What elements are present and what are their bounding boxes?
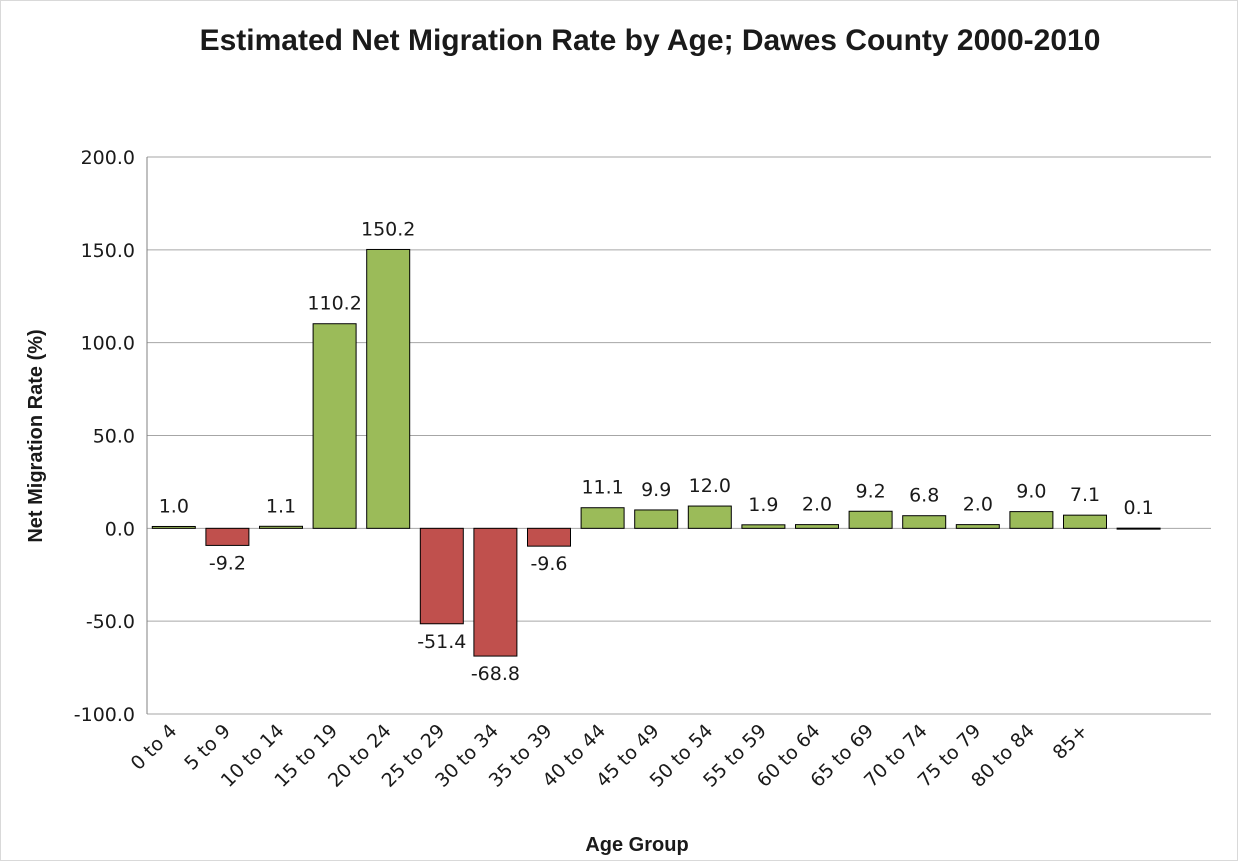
data-label: 6.8	[909, 485, 939, 507]
bar	[1009, 511, 1054, 529]
y-tick-label: 200.0	[81, 147, 135, 169]
chart-title: Estimated Net Migration Rate by Age; Daw…	[199, 24, 1101, 57]
bar	[687, 505, 732, 529]
bar	[1063, 514, 1107, 529]
x-tick-label: 0 to 4	[127, 720, 182, 775]
bar	[902, 515, 947, 529]
y-tick-label: 150.0	[81, 240, 135, 262]
data-label: 1.0	[159, 495, 189, 517]
data-label: 9.0	[1016, 481, 1046, 503]
bar	[848, 510, 893, 529]
data-label: 1.9	[748, 494, 778, 516]
bar	[634, 509, 679, 529]
bar	[419, 527, 464, 625]
gridlines	[147, 156, 1211, 715]
bar	[741, 524, 786, 529]
bar	[151, 525, 196, 529]
y-axis-title: Net Migration Rate (%)	[25, 329, 47, 542]
bar	[312, 323, 357, 529]
bar	[205, 527, 250, 546]
data-label: 12.0	[689, 475, 731, 497]
bar	[580, 507, 625, 529]
bars	[151, 248, 1161, 657]
data-label: 9.2	[855, 480, 885, 502]
bar	[527, 527, 571, 547]
data-label: 9.9	[641, 479, 671, 501]
x-tick-label: 85+	[1049, 720, 1093, 764]
y-tick-labels: 200.0 150.0 100.0 50.0 0.0 -50.0 -100.0	[74, 147, 135, 726]
data-label: 11.1	[581, 477, 623, 499]
data-label: 0.1	[1123, 497, 1153, 519]
y-tick-label: 50.0	[93, 426, 135, 448]
data-label: 110.2	[307, 293, 361, 315]
data-label: 1.1	[266, 495, 296, 517]
y-tick-label: 0.0	[105, 518, 135, 540]
bar	[259, 525, 303, 529]
bar	[1116, 527, 1161, 530]
bar	[795, 524, 839, 529]
bar	[366, 248, 411, 529]
data-label: -51.4	[417, 631, 466, 653]
y-tick-label: -50.0	[86, 611, 135, 633]
y-tick-label: 100.0	[81, 333, 135, 355]
data-label: 7.1	[1070, 484, 1100, 506]
data-label: 2.0	[963, 494, 993, 516]
y-tick-label: -100.0	[74, 704, 135, 726]
bar	[473, 527, 518, 657]
data-labels: 1.0 -9.2 1.1 110.2 150.2 -51.4-68.8 -9.6 11.1 9.…	[159, 218, 1154, 685]
bar	[955, 524, 1000, 529]
data-label: -9.2	[209, 552, 246, 574]
data-label: -68.8	[471, 663, 520, 685]
data-label: 2.0	[802, 494, 832, 516]
data-label: -9.6	[530, 553, 567, 575]
x-axis-title: Age Group	[585, 834, 688, 856]
data-label: 150.2	[361, 218, 415, 240]
